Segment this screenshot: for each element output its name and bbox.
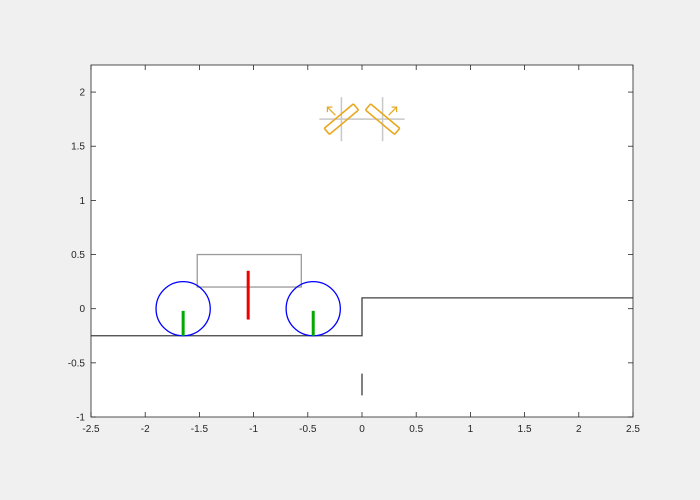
x-tick-label: 0.5 [409, 424, 423, 435]
x-tick-label: 1 [468, 424, 474, 435]
rotor-arrow-shaft [326, 106, 336, 116]
y-tick-label: 2 [79, 88, 85, 99]
x-tick-label: -0.5 [299, 424, 317, 435]
rotor-blade [365, 103, 401, 135]
y-tick-label: 1.5 [71, 142, 85, 153]
y-tick-label: -0.5 [68, 358, 86, 369]
rotor-arrow-head [391, 106, 398, 113]
rotor-2 [360, 97, 405, 142]
x-tick-label: -1.5 [191, 424, 209, 435]
x-tick-label: 2 [576, 424, 582, 435]
rotor-1 [319, 97, 364, 142]
plot-layer [91, 97, 633, 396]
x-tick-label: 1.5 [518, 424, 532, 435]
rotor-arrow-head [326, 106, 333, 113]
y-tick-label: 1 [79, 196, 85, 207]
y-tick-label: 0 [79, 304, 85, 315]
y-tick-label: 0.5 [71, 250, 85, 261]
axes-background [91, 65, 633, 417]
ground-profile-line [91, 297, 633, 337]
x-tick-label: -2.5 [82, 424, 100, 435]
x-tick-label: -1 [249, 424, 258, 435]
x-tick-label: -2 [141, 424, 150, 435]
x-tick-label: 2.5 [626, 424, 640, 435]
y-tick-label: -1 [76, 413, 85, 424]
x-tick-label: 0 [359, 424, 365, 435]
rotor-blade [323, 103, 359, 135]
rotor-arrow-shaft [388, 106, 398, 116]
tick-layer: -2.5 -2 -1.5 -1 -0.5 0 0.5 1 1.5 2 2.5 -1 -0.5 0 0.5 1 1… [68, 65, 640, 435]
